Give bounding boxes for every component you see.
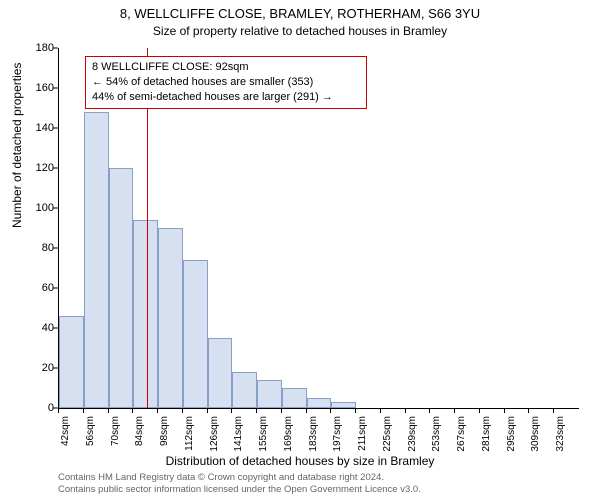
histogram-bar [158, 228, 183, 408]
x-tick-mark [380, 408, 381, 413]
histogram-bar [232, 372, 257, 408]
x-tick-mark [306, 408, 307, 413]
x-tick-label: 126sqm [209, 416, 220, 456]
x-tick-label: 155sqm [258, 416, 269, 456]
x-tick-mark [504, 408, 505, 413]
x-tick-mark [132, 408, 133, 413]
x-tick-mark [83, 408, 84, 413]
x-tick-mark [207, 408, 208, 413]
x-tick-label: 56sqm [85, 416, 96, 456]
histogram-bar [59, 316, 84, 408]
x-tick-mark [528, 408, 529, 413]
y-tick-label: 180 [0, 42, 54, 54]
x-tick-label: 309sqm [530, 416, 541, 456]
histogram-bar [307, 398, 332, 408]
x-tick-label: 183sqm [308, 416, 319, 456]
x-tick-label: 98sqm [159, 416, 170, 456]
x-tick-mark [182, 408, 183, 413]
y-tick-label: 160 [0, 82, 54, 94]
y-tick-label: 140 [0, 122, 54, 134]
annotation-line3: 44% of semi-detached houses are larger (… [92, 90, 360, 105]
histogram-bar [84, 112, 109, 408]
x-tick-label: 253sqm [431, 416, 442, 456]
x-tick-label: 42sqm [60, 416, 71, 456]
x-tick-mark [454, 408, 455, 413]
x-tick-mark [157, 408, 158, 413]
footer-line1: Contains HM Land Registry data © Crown c… [58, 472, 421, 484]
histogram-bar [331, 402, 356, 408]
y-tick-label: 40 [0, 322, 54, 334]
chart-title-sub: Size of property relative to detached ho… [0, 24, 600, 38]
x-tick-mark [231, 408, 232, 413]
histogram-bar [257, 380, 282, 408]
x-axis-label: Distribution of detached houses by size … [0, 454, 600, 468]
annotation-line2: ← 54% of detached houses are smaller (35… [92, 75, 360, 90]
y-tick-label: 20 [0, 362, 54, 374]
annotation-line1: 8 WELLCLIFFE CLOSE: 92sqm [92, 60, 360, 75]
x-tick-label: 197sqm [332, 416, 343, 456]
x-tick-mark [355, 408, 356, 413]
x-tick-label: 295sqm [506, 416, 517, 456]
x-tick-mark [330, 408, 331, 413]
x-tick-label: 169sqm [283, 416, 294, 456]
x-tick-label: 141sqm [233, 416, 244, 456]
y-tick-label: 60 [0, 282, 54, 294]
annotation-box: 8 WELLCLIFFE CLOSE: 92sqm ← 54% of detac… [85, 56, 367, 109]
chart-container: 8, WELLCLIFFE CLOSE, BRAMLEY, ROTHERHAM,… [0, 0, 600, 500]
x-tick-label: 323sqm [555, 416, 566, 456]
x-tick-label: 70sqm [110, 416, 121, 456]
y-tick-label: 120 [0, 162, 54, 174]
x-tick-mark [429, 408, 430, 413]
footer-line2: Contains public sector information licen… [58, 484, 421, 496]
plot-area: 8 WELLCLIFFE CLOSE: 92sqm ← 54% of detac… [58, 48, 579, 409]
histogram-bar [208, 338, 233, 408]
x-tick-mark [281, 408, 282, 413]
x-tick-label: 225sqm [382, 416, 393, 456]
y-tick-label: 100 [0, 202, 54, 214]
x-tick-mark [553, 408, 554, 413]
chart-title-main: 8, WELLCLIFFE CLOSE, BRAMLEY, ROTHERHAM,… [0, 6, 600, 21]
histogram-bar [109, 168, 134, 408]
footer-attribution: Contains HM Land Registry data © Crown c… [58, 472, 421, 496]
x-tick-label: 84sqm [134, 416, 145, 456]
x-tick-label: 281sqm [481, 416, 492, 456]
y-tick-label: 0 [0, 402, 54, 414]
x-tick-mark [256, 408, 257, 413]
histogram-bar [183, 260, 208, 408]
x-tick-label: 211sqm [357, 416, 368, 456]
x-tick-mark [405, 408, 406, 413]
x-tick-label: 239sqm [407, 416, 418, 456]
x-tick-mark [58, 408, 59, 413]
histogram-bar [133, 220, 158, 408]
x-tick-mark [479, 408, 480, 413]
histogram-bar [282, 388, 307, 408]
x-tick-label: 267sqm [456, 416, 467, 456]
x-tick-label: 112sqm [184, 416, 195, 456]
y-tick-label: 80 [0, 242, 54, 254]
x-tick-mark [108, 408, 109, 413]
